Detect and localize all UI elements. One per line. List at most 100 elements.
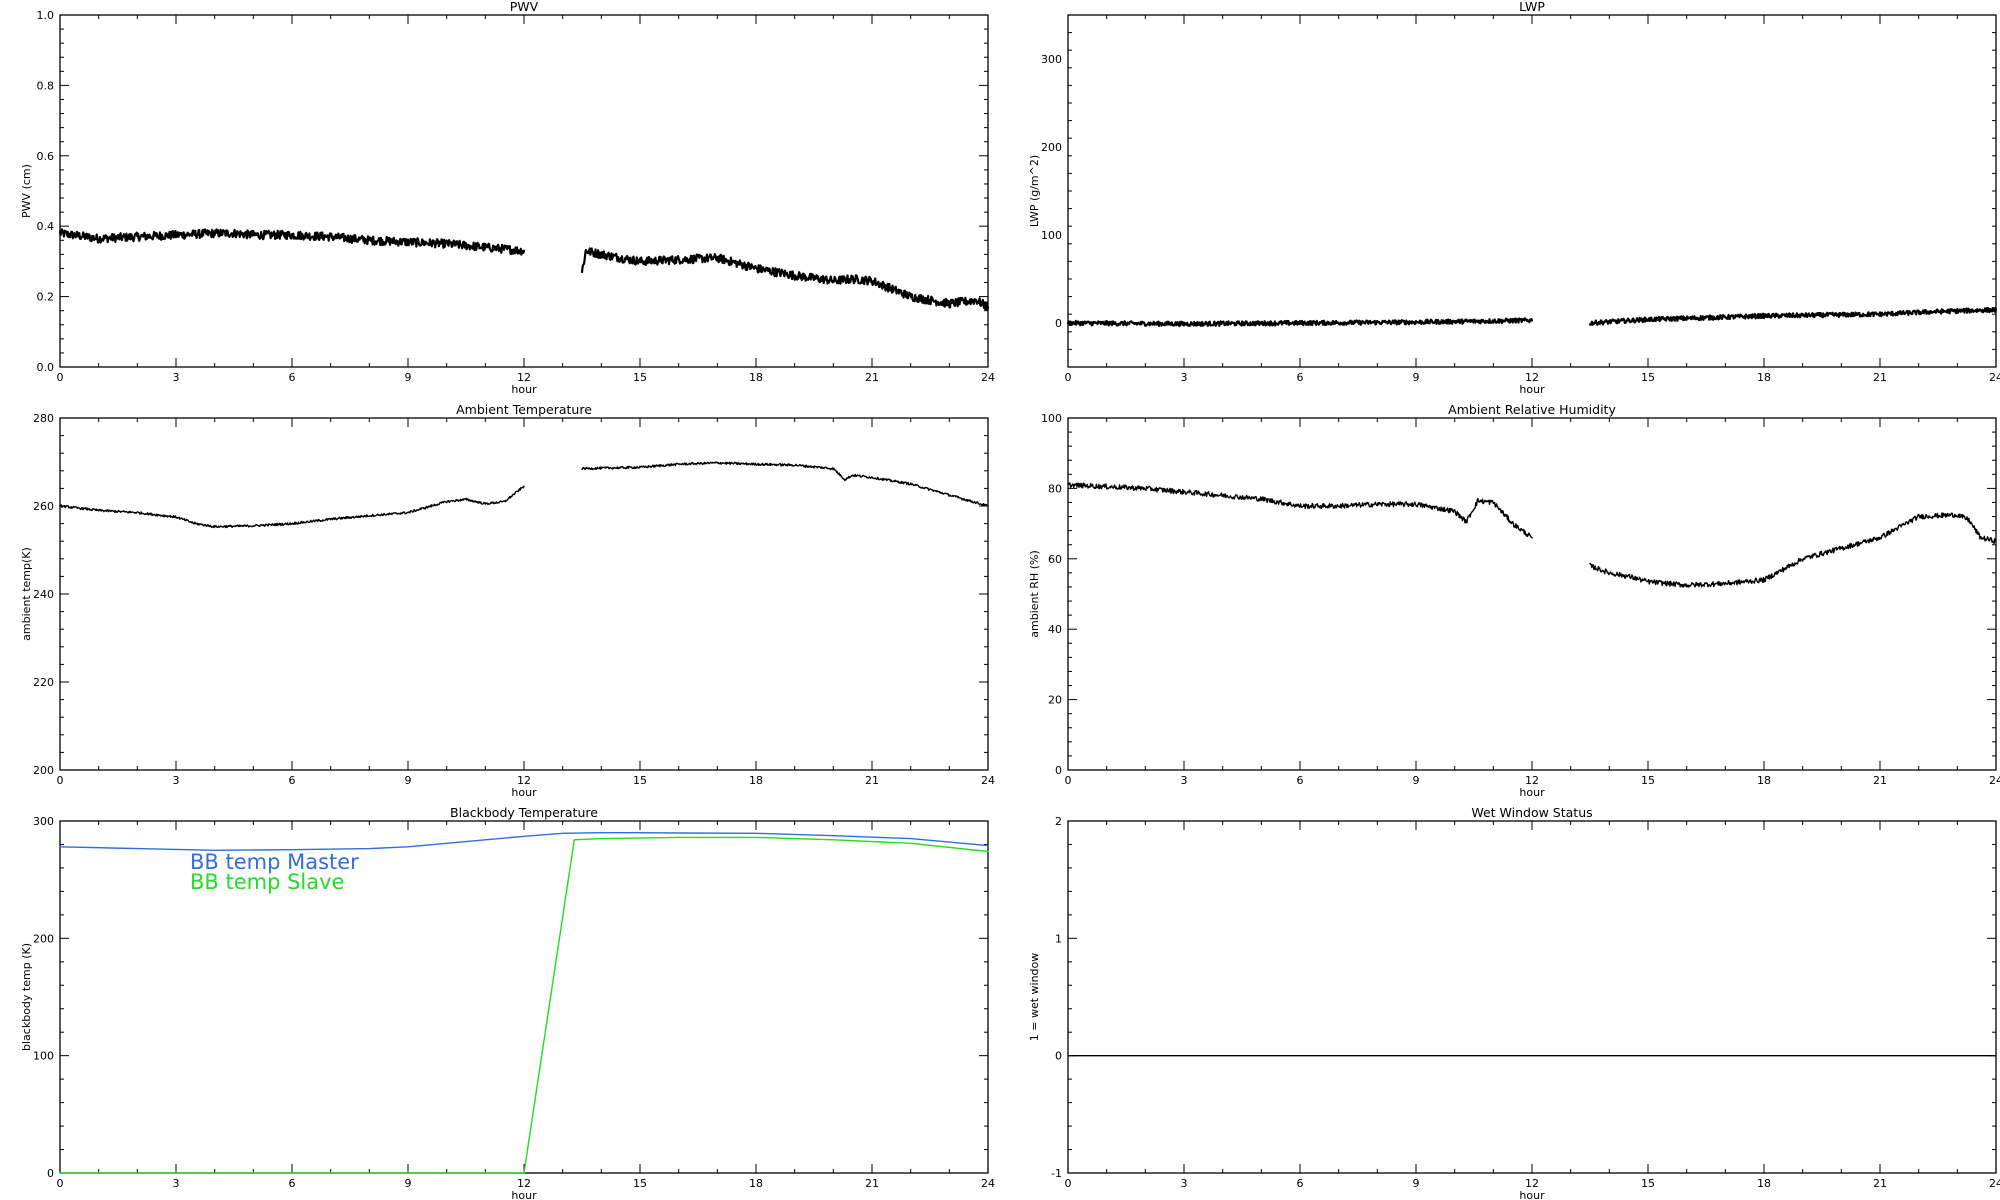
- x-tick-label: 9: [405, 1177, 412, 1190]
- y-tick-label: 60: [1048, 553, 1062, 566]
- x-tick-label: 15: [633, 1177, 647, 1190]
- x-tick-label: 15: [1641, 1177, 1655, 1190]
- x-tick-label: 21: [865, 1177, 879, 1190]
- y-tick-label: 220: [33, 676, 54, 689]
- y-tick-label: 300: [1041, 53, 1062, 66]
- x-tick-label: 3: [173, 1177, 180, 1190]
- chart-title: LWP: [1519, 0, 1545, 14]
- y-tick-label: -1: [1051, 1167, 1062, 1180]
- x-tick-label: 9: [1413, 371, 1420, 384]
- y-axis-label: ambient RH (%): [1028, 550, 1041, 638]
- chart-panel-pwv: 0 3 6 9 12 15 18 21 24 0.0 0.2 0.4 0.6 0.8 1.0 PWV hour P…: [20, 0, 995, 396]
- y-tick-label: 2: [1055, 815, 1062, 828]
- series-line-blackbody-temperature-0: [59, 832, 989, 851]
- x-tick-label: 21: [1873, 371, 1887, 384]
- chart-panel-lwp: 0 3 6 9 12 15 18 21 24 0 100 200 300 LWP hour LWP (g/m^…: [1028, 0, 2000, 396]
- y-axis-label: PWV (cm): [20, 164, 33, 218]
- x-tick-label: 15: [1641, 774, 1655, 787]
- y-tick-label: 260: [33, 500, 54, 513]
- x-tick-label: 12: [1525, 1177, 1539, 1190]
- x-tick-label: 3: [173, 774, 180, 787]
- y-axis-label: ambient temp(K): [20, 547, 33, 641]
- plot-frame: [59, 417, 989, 771]
- x-tick-label: 6: [1297, 774, 1304, 787]
- y-tick-label: 0.8: [37, 79, 55, 92]
- x-tick-label: 18: [1757, 371, 1771, 384]
- y-tick-label: 200: [33, 932, 54, 945]
- x-tick-label: 9: [1413, 1177, 1420, 1190]
- y-axis-label: 1 = wet window: [1028, 953, 1041, 1042]
- x-tick-label: 21: [865, 371, 879, 384]
- y-tick-label: 20: [1048, 694, 1062, 707]
- series-line-pwv-0: [58, 228, 526, 256]
- x-tick-label: 3: [1181, 371, 1188, 384]
- y-tick-label: 0.4: [37, 220, 55, 233]
- x-axis-label: hour: [511, 1189, 537, 1200]
- y-tick-label: 100: [1041, 229, 1062, 242]
- chart-title: Wet Window Status: [1471, 805, 1592, 820]
- x-tick-label: 12: [517, 774, 531, 787]
- x-tick-label: 9: [405, 371, 412, 384]
- x-tick-label: 24: [1989, 774, 2000, 787]
- x-tick-label: 18: [749, 371, 763, 384]
- x-tick-label: 0: [1065, 774, 1072, 787]
- y-tick-label: 100: [1041, 412, 1062, 425]
- legend-entry: BB temp Slave: [190, 870, 345, 894]
- y-tick-label: 1: [1055, 932, 1062, 945]
- y-tick-label: 240: [33, 588, 54, 601]
- x-tick-label: 3: [1181, 774, 1188, 787]
- x-tick-label: 6: [289, 774, 296, 787]
- x-tick-label: 9: [405, 774, 412, 787]
- chart-title: PWV: [510, 0, 539, 14]
- x-tick-label: 21: [865, 774, 879, 787]
- x-tick-label: 6: [1297, 371, 1304, 384]
- x-tick-label: 9: [1413, 774, 1420, 787]
- plot-frame: [1067, 417, 1997, 771]
- x-tick-label: 12: [517, 1177, 531, 1190]
- plot-frame: [59, 14, 989, 368]
- x-axis-label: hour: [1519, 786, 1545, 799]
- x-tick-label: 3: [173, 371, 180, 384]
- chart-panel-ambient-rh: 0 3 6 9 12 15 18 21 24 0 20 40 60 80 100 Ambient Relati…: [1028, 402, 2000, 799]
- chart-title: Ambient Temperature: [456, 402, 592, 417]
- x-tick-label: 6: [289, 1177, 296, 1190]
- y-tick-label: 0.0: [37, 361, 55, 374]
- series-line-ambient-temperature-0: [59, 485, 525, 529]
- x-tick-label: 12: [1525, 774, 1539, 787]
- x-tick-label: 18: [1757, 774, 1771, 787]
- y-tick-label: 40: [1048, 623, 1062, 636]
- y-tick-label: 300: [33, 815, 54, 828]
- series-line-lwp-0: [1588, 306, 1998, 326]
- x-tick-label: 18: [749, 774, 763, 787]
- x-tick-label: 15: [1641, 371, 1655, 384]
- y-tick-label: 1.0: [37, 9, 55, 22]
- y-axis-label: blackbody temp (K): [20, 943, 33, 1051]
- y-tick-label: 0.2: [37, 291, 55, 304]
- chart-panel-ambient-temperature: 0 3 6 9 12 15 18 21 24 200 220 240 260 280 Ambient Tem…: [20, 402, 995, 799]
- y-tick-label: 100: [33, 1050, 54, 1063]
- x-tick-label: 0: [1065, 371, 1072, 384]
- x-tick-label: 3: [1181, 1177, 1188, 1190]
- y-tick-label: 80: [1048, 482, 1062, 495]
- x-tick-label: 24: [981, 1177, 995, 1190]
- y-tick-label: 0.6: [37, 150, 55, 163]
- y-tick-label: 280: [33, 412, 54, 425]
- y-tick-label: 0: [47, 1167, 54, 1180]
- y-tick-label: 0: [1055, 1050, 1062, 1063]
- plot-frame: [1067, 820, 1997, 1174]
- x-tick-label: 18: [749, 1177, 763, 1190]
- x-tick-label: 24: [981, 774, 995, 787]
- y-tick-label: 0: [1055, 764, 1062, 777]
- x-tick-label: 0: [1065, 1177, 1072, 1190]
- x-tick-label: 12: [517, 371, 531, 384]
- x-tick-label: 15: [633, 371, 647, 384]
- series-line-pwv-0: [580, 247, 990, 311]
- series-line-ambient-temperature-0: [581, 461, 989, 507]
- y-tick-label: 200: [1041, 141, 1062, 154]
- x-axis-label: hour: [511, 786, 537, 799]
- x-tick-label: 12: [1525, 371, 1539, 384]
- x-axis-label: hour: [1519, 1189, 1545, 1200]
- chart-title: Ambient Relative Humidity: [1448, 402, 1616, 417]
